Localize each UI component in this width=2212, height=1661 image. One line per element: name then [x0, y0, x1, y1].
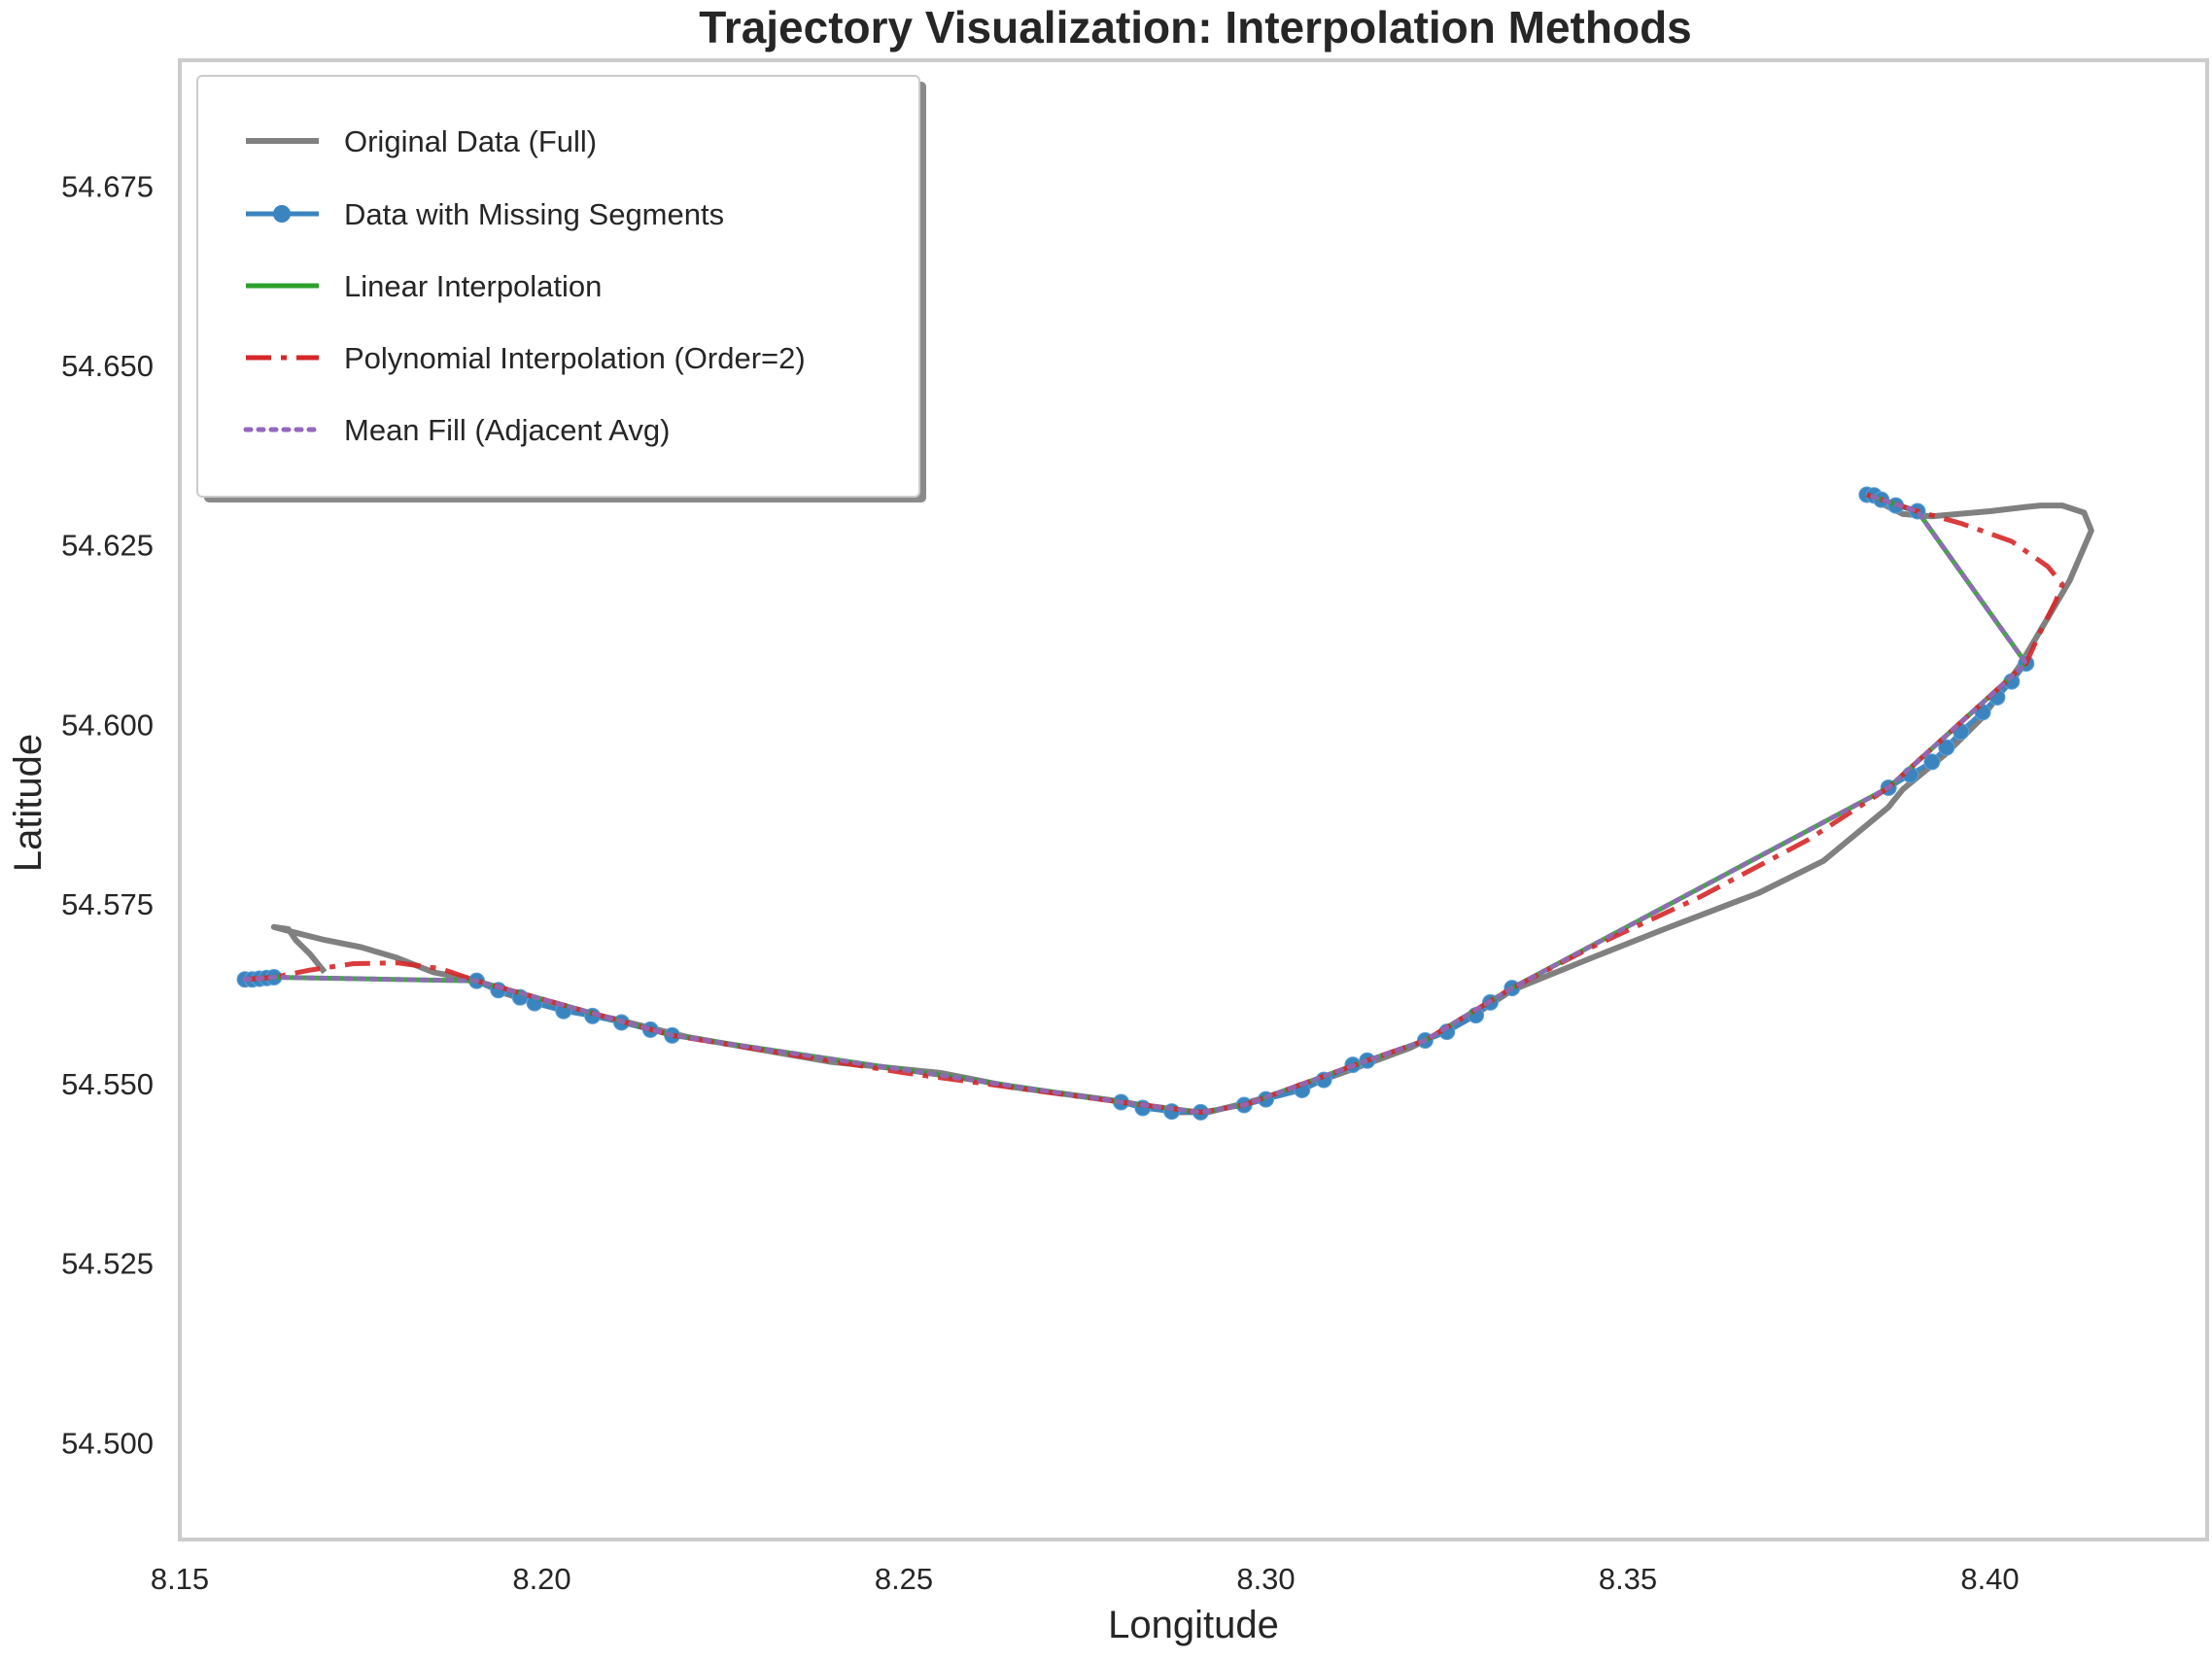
x-tick-label: 8.20 [512, 1562, 570, 1596]
y-tick-label: 54.650 [61, 349, 154, 383]
x-axis-ticks: 8.15 8.20 8.25 8.30 8.35 8.40 [151, 1562, 2020, 1596]
x-tick-label: 8.25 [875, 1562, 933, 1596]
y-tick-label: 54.600 [61, 708, 154, 742]
series-line [242, 492, 2029, 1115]
y-tick-label: 54.525 [61, 1247, 154, 1281]
chart-title: Trajectory Visualization: Interpolation … [699, 2, 1692, 52]
x-tick-label: 8.30 [1236, 1562, 1295, 1596]
y-axis-label: Latitude [7, 734, 50, 872]
series-mean-fill-adjacent-avg [242, 492, 2029, 1115]
legend-label: Data with Missing Segments [344, 197, 724, 231]
x-tick-label: 8.40 [1960, 1562, 2019, 1596]
legend-label: Polynomial Interpolation (Order=2) [344, 341, 806, 375]
legend-item: Linear Interpolation [246, 269, 602, 303]
legend-item: Original Data (Full) [246, 124, 597, 158]
y-tick-label: 54.675 [61, 169, 154, 203]
data-point-marker [1923, 753, 1941, 771]
x-tick-label: 8.15 [151, 1562, 209, 1596]
series-layer [236, 486, 2094, 1121]
x-axis-label: Longitude [1108, 1604, 1279, 1646]
legend-items: Original Data (Full) Data with Missing Se… [243, 124, 806, 447]
x-tick-label: 8.35 [1599, 1562, 1657, 1596]
legend-item: Polynomial Interpolation (Order=2) [246, 341, 806, 375]
legend: Original Data (Full) Data with Missing Se… [196, 75, 926, 502]
y-axis-ticks: 54.500 54.525 54.550 54.575 54.600 54.625 54.6… [61, 169, 154, 1460]
legend-item: Data with Missing Segments [246, 197, 724, 231]
y-tick-label: 54.575 [61, 887, 154, 921]
legend-box [196, 75, 920, 498]
y-tick-label: 54.625 [61, 529, 154, 563]
y-tick-label: 54.500 [61, 1426, 154, 1460]
legend-label: Linear Interpolation [344, 269, 602, 303]
series-line [244, 492, 2065, 1115]
legend-label: Mean Fill (Adjacent Avg) [344, 413, 670, 447]
legend-item: Mean Fill (Adjacent Avg) [243, 413, 670, 447]
series-polynomial-interpolation-order-2 [244, 492, 2065, 1115]
y-tick-label: 54.550 [61, 1067, 154, 1101]
legend-label: Original Data (Full) [344, 124, 597, 158]
legend-marker [273, 205, 291, 223]
data-point-marker [1938, 739, 1955, 756]
